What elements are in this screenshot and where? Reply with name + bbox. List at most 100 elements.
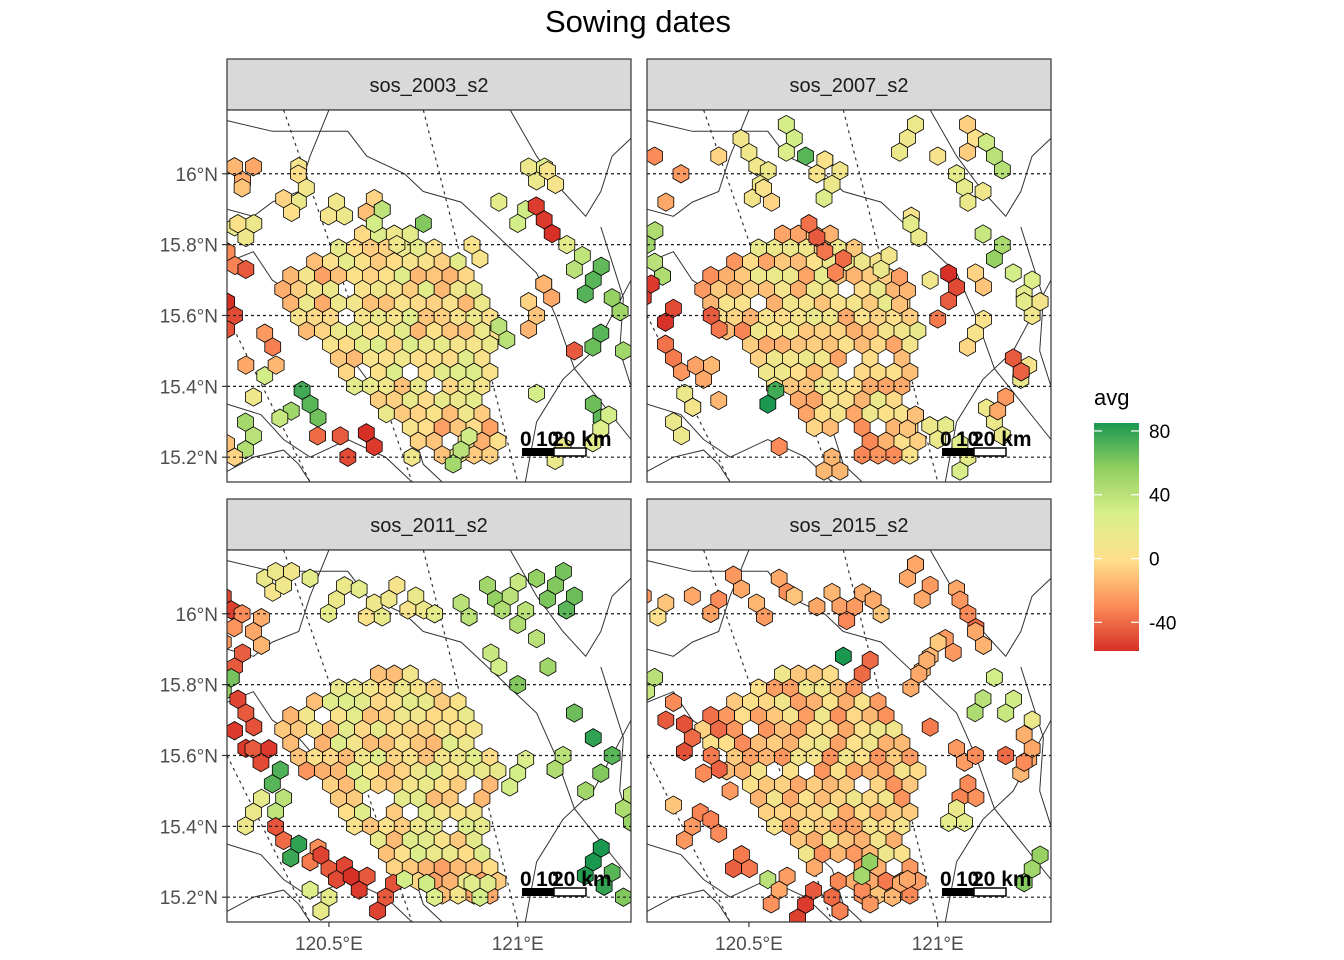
- panel-content: [647, 110, 1051, 482]
- hex-cell: [702, 603, 720, 624]
- hex-cell: [959, 114, 976, 135]
- hex-cell: [350, 579, 368, 599]
- hex-cell: [482, 643, 500, 663]
- hex-cell: [509, 572, 527, 592]
- hex-cell: [657, 334, 674, 354]
- facet-strip: [646, 498, 1052, 551]
- hex-cell: [227, 433, 235, 453]
- facet-strip: [226, 498, 632, 551]
- scale-bar-block: [553, 887, 587, 897]
- hex-cell: [528, 628, 545, 649]
- hex-cell: [676, 741, 693, 762]
- panel-content: [227, 110, 631, 482]
- hex-cell: [227, 319, 235, 339]
- hex-layer: [227, 561, 631, 921]
- scale-bar-block: [522, 448, 554, 456]
- hex-cell: [891, 142, 908, 162]
- hex-cell: [481, 445, 499, 465]
- legend-tick-label: 80: [1149, 422, 1170, 443]
- boundary-line: [509, 550, 631, 658]
- hex-cell: [1012, 362, 1030, 382]
- hex-cell: [373, 607, 391, 627]
- hex-cell: [577, 781, 595, 801]
- hex-cell: [479, 873, 497, 894]
- hex-cell: [301, 880, 319, 900]
- hex-cell: [271, 408, 289, 428]
- scale-bar-label: 10: [956, 428, 979, 451]
- hex-cell: [902, 678, 920, 698]
- boundary-line: [647, 560, 1051, 880]
- hex-cell: [539, 657, 557, 677]
- axes: 15.2°N 15.4°N 15.6°N 15.8°N 16°N 15.2°N 15.4°N…: [160, 165, 964, 955]
- hex-cell: [227, 721, 243, 741]
- hex-cell: [245, 214, 263, 234]
- y-tick-label: 15.2°N: [160, 448, 218, 469]
- hex-cell: [975, 635, 992, 655]
- hex-cell: [1004, 263, 1022, 283]
- hex-layer: [227, 157, 631, 474]
- hex-cell: [831, 160, 849, 181]
- hex-cell: [539, 160, 556, 181]
- hex-cell: [267, 802, 284, 822]
- hex-cell: [426, 604, 443, 624]
- hex-cell: [885, 445, 903, 465]
- hex-cell: [676, 714, 693, 734]
- hex-cell: [710, 390, 728, 411]
- hex-cell: [647, 225, 648, 236]
- hex-cell: [665, 692, 682, 712]
- hex-cell: [444, 454, 462, 474]
- hex-cell: [234, 643, 251, 663]
- dotted-line: [227, 755, 311, 922]
- scale-bar-label: 20 km: [972, 428, 1032, 451]
- hex-cell: [657, 312, 674, 332]
- boundary-line: [647, 449, 731, 482]
- hex-cell: [951, 461, 969, 481]
- hex-cell: [227, 668, 240, 688]
- hex-cell: [907, 114, 924, 135]
- hex-cell: [615, 341, 631, 361]
- legend-tick-label: -40: [1149, 613, 1176, 634]
- hex-cell: [767, 380, 785, 400]
- hex-cell: [959, 192, 977, 212]
- y-tick-label: 16°N: [176, 605, 218, 626]
- panel-content: [227, 550, 631, 922]
- hex-cell: [543, 223, 561, 244]
- y-tick-label: 15.4°N: [160, 377, 218, 398]
- facet-strip: [646, 58, 1052, 111]
- hex-cell: [657, 710, 675, 730]
- hex-cell: [517, 600, 535, 621]
- hex-cell: [517, 749, 535, 770]
- scale-bar-label: 0: [940, 428, 952, 451]
- hex-cell: [592, 256, 610, 276]
- hex-cell: [864, 590, 882, 610]
- hex-cell: [520, 157, 537, 177]
- hex-cell: [1031, 845, 1049, 865]
- y-tick-label: 15.6°N: [160, 306, 218, 327]
- legend-colorbar: [1094, 423, 1139, 651]
- hex-cell: [558, 234, 576, 255]
- hex-cell: [777, 142, 795, 162]
- hex-cell: [501, 777, 519, 797]
- hex-cell: [320, 603, 337, 624]
- hex-cell: [695, 763, 712, 783]
- y-tick-label: 15.6°N: [160, 746, 218, 767]
- hex-cell: [649, 607, 667, 627]
- panel-content: [647, 550, 1051, 922]
- hex-cell: [891, 294, 908, 315]
- facet-strip-label: sos_2015_s2: [790, 515, 909, 537]
- hex-cell: [490, 192, 508, 212]
- hex-cell: [673, 362, 690, 382]
- hex-cell: [309, 426, 326, 446]
- hex-cell: [831, 901, 849, 921]
- hex-cell: [1023, 710, 1041, 730]
- hex-cell: [357, 423, 375, 443]
- hex-cell: [901, 445, 919, 465]
- hex-cell: [827, 262, 844, 283]
- hex-cell: [574, 245, 591, 266]
- hex-cell: [403, 447, 421, 467]
- hex-cell: [253, 635, 270, 655]
- hex-cell: [245, 387, 262, 407]
